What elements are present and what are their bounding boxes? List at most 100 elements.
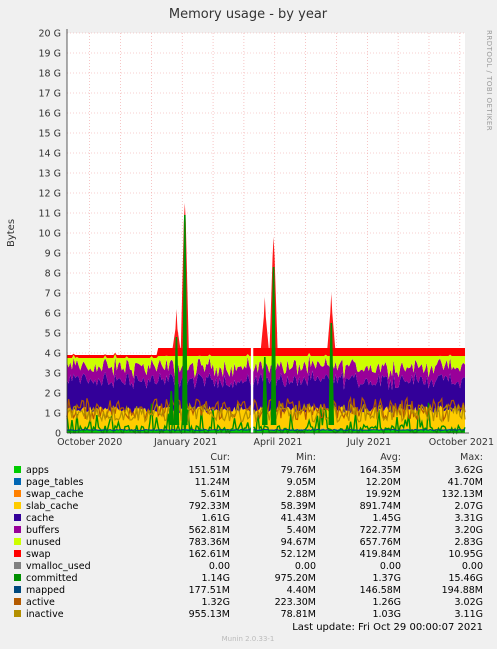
y-tick-label: 4 G: [45, 349, 61, 360]
chart-title: Memory usage - by year: [169, 7, 328, 22]
legend-name: mapped: [26, 585, 65, 596]
legend-value-min: 79.76M: [281, 465, 316, 476]
legend-swatch: [14, 550, 21, 557]
legend-value-avg: 146.58M: [360, 585, 401, 596]
legend-value-cur: 1.14G: [201, 573, 230, 584]
committed-spike: [182, 214, 188, 426]
legend-header-cur: Cur:: [210, 452, 230, 463]
legend-value-avg: 891.74M: [360, 501, 401, 512]
legend-value-min: 0.00: [295, 561, 316, 572]
legend-value-max: 2.07G: [454, 501, 483, 512]
legend-swatch: [14, 490, 21, 497]
legend-value-max: 3.02G: [454, 597, 483, 608]
legend-swatch: [14, 610, 21, 617]
legend-name: page_tables: [26, 477, 84, 488]
committed-spike: [168, 390, 175, 426]
legend-value-max: 3.62G: [454, 465, 483, 476]
legend-value-avg: 1.03G: [372, 609, 401, 620]
y-tick-label: 1 G: [45, 409, 61, 420]
legend-swatch: [14, 574, 21, 581]
legend-name: apps: [26, 465, 49, 476]
legend-name: buffers: [26, 525, 59, 536]
legend-value-min: 52.12M: [281, 549, 316, 560]
legend-value-max: 3.11G: [454, 609, 483, 620]
y-tick-label: 6 G: [45, 309, 61, 320]
legend-value-avg: 164.35M: [360, 465, 401, 476]
legend-value-avg: 657.76M: [360, 537, 401, 548]
legend-value-max: 2.83G: [454, 537, 483, 548]
legend-value-cur: 11.24M: [195, 477, 230, 488]
legend-value-cur: 1.32G: [201, 597, 230, 608]
legend-value-min: 9.05M: [287, 477, 316, 488]
legend-value-min: 4.40M: [287, 585, 316, 596]
legend-swatch: [14, 562, 21, 569]
legend-value-avg: 19.92M: [366, 489, 401, 500]
legend-value-min: 41.43M: [281, 513, 316, 524]
legend-value-cur: 792.33M: [189, 501, 230, 512]
legend-name: slab_cache: [26, 501, 78, 512]
legend-value-avg: 722.77M: [360, 525, 401, 536]
legend-name: inactive: [26, 609, 64, 620]
legend-swatch: [14, 466, 21, 473]
legend-value-cur: 162.61M: [189, 549, 230, 560]
legend-value-avg: 1.26G: [372, 597, 401, 608]
y-tick-label: 0: [55, 429, 61, 440]
y-tick-label: 19 G: [39, 49, 61, 60]
legend-value-min: 5.40M: [287, 525, 316, 536]
line-mapped: [66, 428, 466, 432]
last-update: Last update: Fri Oct 29 00:00:07 2021: [292, 622, 483, 633]
legend: Cur: Min: Avg: Max: apps 151.51M 79.76M 164.35M…: [14, 452, 483, 620]
legend-value-max: 10.95G: [448, 549, 483, 560]
swap-spike: [172, 309, 181, 349]
committed-spike: [173, 336, 180, 426]
legend-value-max: 41.70M: [448, 477, 483, 488]
committed-spike: [262, 356, 268, 426]
x-tick-label: January 2021: [153, 437, 217, 448]
legend-value-min: 975.20M: [275, 573, 316, 584]
legend-header-min: Min:: [296, 452, 316, 463]
legend-value-cur: 1.61G: [201, 513, 230, 524]
legend-value-cur: 177.51M: [189, 585, 230, 596]
legend-value-max: 194.88M: [442, 585, 483, 596]
legend-swatch: [14, 502, 21, 509]
swap-spike: [260, 297, 269, 349]
legend-value-cur: 0.00: [209, 561, 230, 572]
legend-swatch: [14, 526, 21, 533]
legend-value-min: 58.39M: [281, 501, 316, 512]
legend-name: committed: [26, 573, 78, 584]
legend-value-avg: 0.00: [380, 561, 401, 572]
legend-swatch: [14, 586, 21, 593]
legend-name: cache: [26, 513, 54, 524]
y-tick-label: 13 G: [39, 169, 61, 180]
legend-value-cur: 562.81M: [189, 525, 230, 536]
y-tick-label: 18 G: [39, 69, 61, 80]
y-tick-label: 8 G: [45, 269, 61, 280]
y-tick-label: 5 G: [45, 329, 61, 340]
legend-value-max: 132.13M: [442, 489, 483, 500]
swap-spike: [327, 293, 336, 349]
legend-value-avg: 12.20M: [366, 477, 401, 488]
legend-swatch: [14, 598, 21, 605]
line-committed: [66, 402, 466, 436]
committed-spike: [328, 322, 335, 426]
y-tick-label: 16 G: [39, 109, 61, 120]
y-tick-label: 2 G: [45, 389, 61, 400]
legend-name: vmalloc_used: [26, 561, 91, 572]
y-tick-label: 12 G: [39, 189, 61, 200]
y-tick-label: 11 G: [39, 209, 61, 220]
x-tick-label: October 2020: [57, 437, 122, 448]
y-tick-label: 20 G: [39, 29, 61, 40]
area-swap: [67, 348, 465, 358]
committed-spike: [270, 266, 277, 426]
y-tick-label: 7 G: [45, 289, 61, 300]
legend-value-cur: 955.13M: [189, 609, 230, 620]
legend-swatch: [14, 478, 21, 485]
legend-swatch: [14, 538, 21, 545]
x-tick-label: July 2021: [346, 437, 391, 448]
legend-name: swap_cache: [26, 489, 84, 500]
x-tick-label: October 2021: [429, 437, 494, 448]
y-tick-label: 3 G: [45, 369, 61, 380]
legend-value-max: 3.31G: [454, 513, 483, 524]
